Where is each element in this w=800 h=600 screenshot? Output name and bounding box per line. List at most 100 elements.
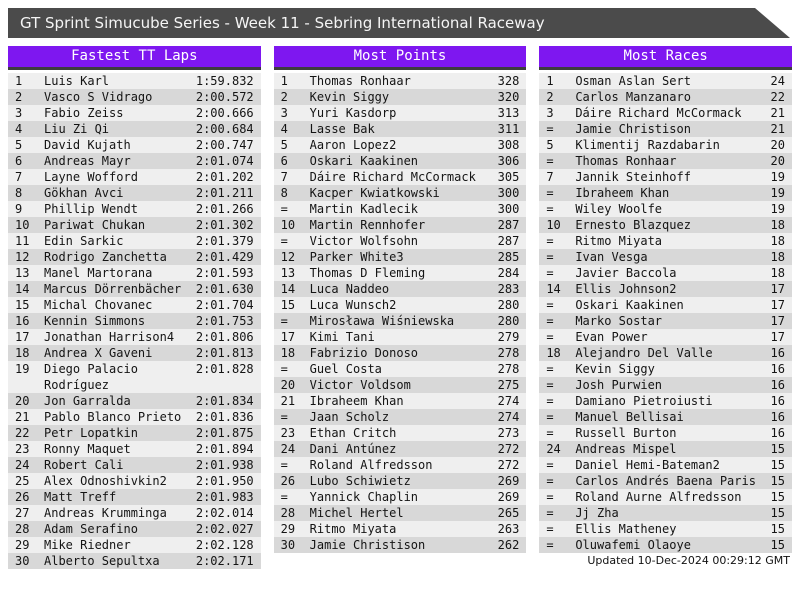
table-row: 2 Kevin Siggy 320 [273, 89, 527, 105]
value-cell: 18 [770, 266, 785, 280]
table-row: = Damiano Pietroiusti 16 [539, 393, 792, 409]
table-row: 3 Fabio Zeiss 2:00.666 [8, 105, 261, 121]
rank-cell: 3 [280, 106, 288, 120]
rank-cell: 30 [15, 554, 30, 568]
value-cell: 2:00.572 [195, 90, 254, 104]
value-cell: 19 [770, 170, 785, 184]
rank-cell: = [546, 362, 554, 376]
table-row: 4 Liu Zi Qi 2:00.684 [8, 121, 261, 137]
value-cell: 17 [770, 298, 785, 312]
driver-name-cell: Alex Odnoshivkin2 [44, 474, 167, 488]
table-row: = Ibraheem Khan 19 [539, 185, 792, 201]
driver-name-cell: Ivan Vesga [575, 250, 648, 264]
leaderboard: Most Points 1 Thomas Ronhaar 328 2 Kevin Sig… [273, 46, 527, 569]
rank-cell: 13 [280, 266, 296, 280]
rank-cell: 21 [15, 410, 30, 424]
driver-name-cell: Kevin Siggy [309, 90, 390, 104]
table-row: = Oskari Kaakinen 17 [539, 297, 792, 313]
rank-cell: 16 [15, 314, 30, 328]
driver-name-cell: Kacper Kwiatkowski [309, 186, 440, 200]
leaderboard-title: Fastest TT Laps [8, 46, 261, 70]
leaderboard-columns: Fastest TT Laps 1 Luis Karl 1:59.832 2 Vasco… [8, 46, 792, 569]
value-cell: 2:01.302 [195, 218, 254, 232]
leaderboard-title: Most Points [273, 46, 527, 70]
value-cell: 16 [770, 362, 785, 376]
driver-name-cell: Petr Lopatkin [44, 426, 138, 440]
value-cell: 2:01.074 [195, 154, 254, 168]
driver-name-cell: David Kujath [44, 138, 131, 152]
table-row: 28 Michel Hertel 265 [273, 505, 527, 521]
table-row: = Ivan Vesga 18 [539, 249, 792, 265]
rank-cell: 10 [546, 218, 561, 232]
driver-name-cell: Lubo Schiwietz [309, 474, 411, 488]
driver-name-cell: Kimi Tani [309, 330, 375, 344]
rank-cell: 15 [15, 298, 30, 312]
driver-name-cell: Luis Karl [44, 74, 110, 88]
rank-cell: 29 [15, 538, 30, 552]
leaderboard-rows: 1 Thomas Ronhaar 328 2 Kevin Siggy 320 3 Yuri K… [273, 73, 527, 553]
table-row: 15 Luca Wunsch2 280 [273, 297, 527, 313]
rank-cell: 5 [546, 138, 554, 152]
value-cell: 262 [497, 538, 520, 552]
value-cell: 2:01.266 [195, 202, 254, 216]
driver-name-cell: Fabrizio Donoso [309, 346, 419, 360]
rank-cell: = [546, 330, 554, 344]
driver-name-cell: Alejandro Del Valle [575, 346, 713, 360]
rank-cell: 14 [15, 282, 30, 296]
table-row: = Mirosława Wiśniewska 280 [273, 313, 527, 329]
table-row: 18 Alejandro Del Valle 16 [539, 345, 792, 361]
driver-name-cell: Mirosława Wiśniewska [309, 314, 455, 328]
rank-cell: 20 [15, 394, 30, 408]
value-cell: 15 [770, 506, 785, 520]
rank-cell: 10 [15, 218, 30, 232]
table-row: 14 Ellis Johnson2 17 [539, 281, 792, 297]
table-row: 1 Osman Aslan Sert 24 [539, 73, 792, 89]
driver-name-cell: Josh Purwien [575, 378, 663, 392]
table-row: 10 Ernesto Blazquez 18 [539, 217, 792, 233]
rank-cell: 2 [15, 90, 23, 104]
value-cell: 2:01.834 [195, 394, 254, 408]
rank-cell: = [546, 186, 554, 200]
value-cell: 17 [770, 330, 785, 344]
rank-cell: 13 [15, 266, 30, 280]
page-title: GT Sprint Simucube Series - Week 11 - Se… [20, 14, 545, 32]
driver-name-cell: Jamie Christison [575, 122, 691, 136]
driver-name-cell: Vasco S Vidrago [44, 90, 153, 104]
table-row: 22 Petr Lopatkin 2:01.875 [8, 425, 261, 441]
rank-cell: 28 [15, 522, 30, 536]
driver-name-cell: Evan Power [575, 330, 648, 344]
table-row: 30 Alberto Sepultxa 2:02.171 [8, 553, 261, 569]
table-row: 12 Rodrigo Zanchetta 2:01.429 [8, 249, 261, 265]
value-cell: 2:01.836 [195, 410, 254, 424]
table-row: 26 Lubo Schiwietz 269 [273, 473, 527, 489]
value-cell: 2:01.983 [195, 490, 254, 504]
rank-cell: 4 [280, 122, 288, 136]
value-cell: 2:00.666 [195, 106, 254, 120]
table-row: = Roland Aurne Alfredsson 15 [539, 489, 792, 505]
table-row: 29 Mike Riedner 2:02.128 [8, 537, 261, 553]
driver-name-cell: Fabio Zeiss [44, 106, 124, 120]
value-cell: 272 [497, 442, 520, 456]
driver-name-cell: Thomas Ronhaar [575, 154, 677, 168]
rank-cell: 1 [280, 74, 288, 88]
leaderboard: Most Races 1 Osman Aslan Sert 24 2 Carlos Ma… [539, 46, 792, 569]
table-row: 9 Phillip Wendt 2:01.266 [8, 201, 261, 217]
value-cell: 2:01.806 [195, 330, 254, 344]
rank-cell: 28 [280, 506, 296, 520]
value-cell: 311 [497, 122, 520, 136]
value-cell: 15 [770, 474, 785, 488]
driver-name-cell: Ethan Critch [309, 426, 397, 440]
driver-name-cell: Alberto Sepultxa [44, 554, 160, 568]
table-row: 12 Parker White3 285 [273, 249, 527, 265]
table-row: 18 Fabrizio Donoso 278 [273, 345, 527, 361]
value-cell: 2:02.128 [195, 538, 254, 552]
updated-timestamp: Updated 10-Dec-2024 00:29:12 GMT [587, 554, 790, 567]
table-row: = Martin Kadlecik 300 [273, 201, 527, 217]
value-cell: 19 [770, 202, 785, 216]
leaderboard-rows: 1 Luis Karl 1:59.832 2 Vasco S Vidrago 2:00.5… [8, 73, 261, 569]
value-cell: 2:02.027 [195, 522, 254, 536]
rank-cell: 5 [280, 138, 288, 152]
value-cell: 2:01.630 [195, 282, 254, 296]
rank-cell: = [546, 426, 554, 440]
rank-cell: = [546, 154, 554, 168]
